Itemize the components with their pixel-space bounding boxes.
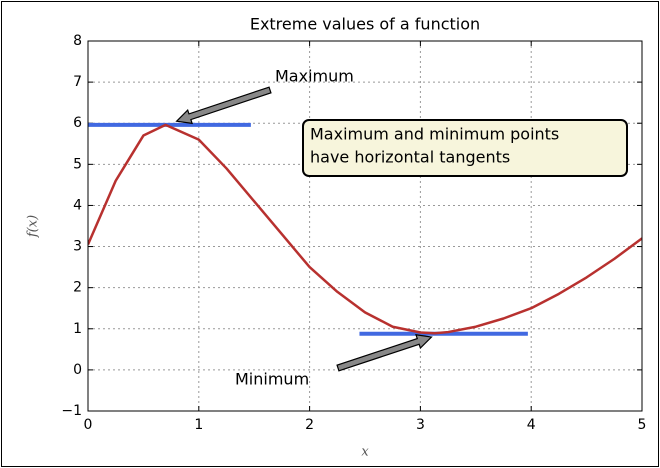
x-tick-label: 3 [416, 417, 425, 433]
y-axis-label: f(x) [26, 215, 41, 238]
x-tick-label: 1 [194, 417, 203, 433]
x-tick-label: 0 [84, 417, 93, 433]
y-tick-label: 7 [73, 74, 82, 90]
note-text: have horizontal tangents [310, 148, 510, 167]
y-tick-label: −1 [61, 403, 82, 419]
y-tick-label: 8 [73, 33, 82, 49]
line-series [88, 123, 642, 335]
plot-frame [87, 40, 643, 412]
y-tick-label: 5 [73, 156, 82, 172]
note-text: Maximum and minimum points [310, 125, 559, 144]
note-box [302, 119, 628, 177]
x-tick-label: 2 [305, 417, 314, 433]
y-tick-label: 1 [73, 321, 82, 337]
x-axis-label: x [361, 445, 369, 460]
annotation-text: Minimum [235, 370, 309, 389]
y-tick-label: 4 [73, 197, 82, 213]
y-tick-label: 6 [73, 115, 82, 131]
chart-title: Extreme values of a function [250, 15, 480, 34]
annotation-arrow [175, 86, 272, 125]
y-tick-label: 3 [73, 239, 82, 255]
x-tick-label: 5 [638, 417, 647, 433]
y-tick-label: 0 [73, 362, 82, 378]
y-tick-label: 2 [73, 280, 82, 296]
annotation-text: Maximum [275, 67, 354, 86]
x-tick-label: 4 [527, 417, 536, 433]
annotation-arrow [336, 334, 433, 372]
